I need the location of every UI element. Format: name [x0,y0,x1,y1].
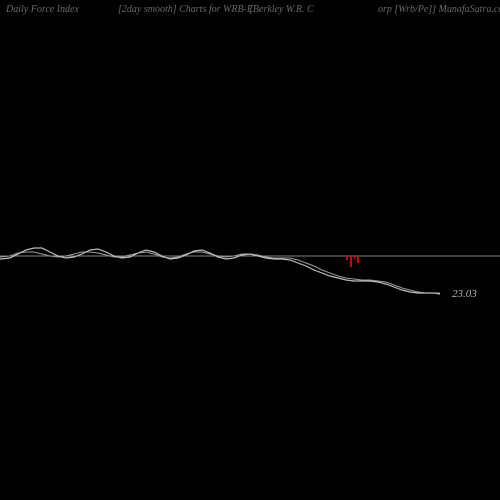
header-segment: orp [Wrb/Pe]] MunafaSutra.com [378,4,500,15]
force-index-chart: Daily Force Index [2day smooth] Charts fo… [0,0,500,500]
chart-canvas [0,0,500,500]
last-value-label: 23.03 [452,288,477,300]
header-segment: [2day smooth] Charts for WRB-E [118,4,253,15]
header-segment: [Berkley W.R. C [249,4,314,15]
header-segment: Daily Force Index [6,4,79,15]
